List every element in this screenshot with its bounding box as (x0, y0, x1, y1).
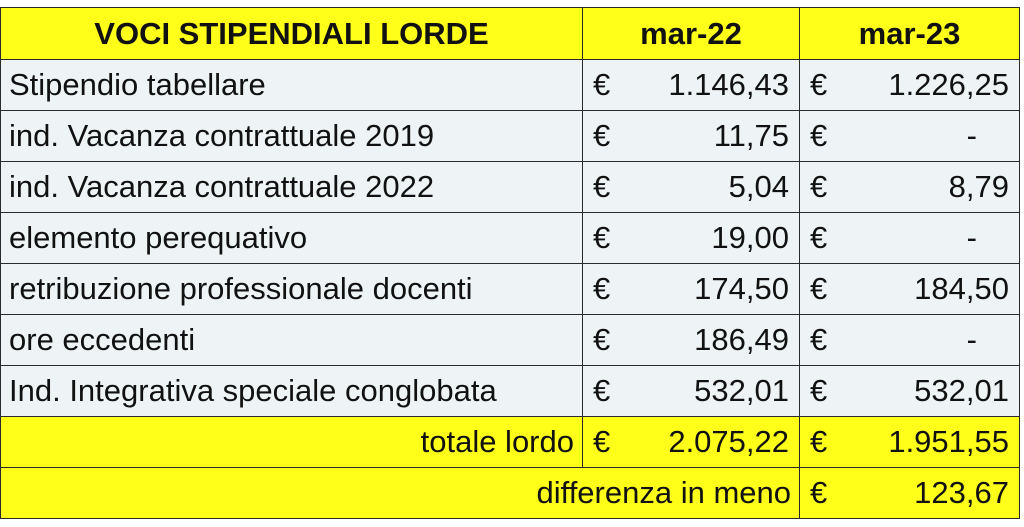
header-row: VOCI STIPENDIALI LORDE mar-22 mar-23 (0, 7, 1020, 60)
cell-mar22: €174,50 (582, 263, 800, 315)
amount: 532,01 (694, 373, 789, 408)
cell-mar23: €532,01 (799, 365, 1020, 417)
row-label: elemento perequativo (0, 212, 583, 264)
currency-symbol: € (593, 118, 611, 153)
currency-symbol: € (810, 475, 828, 510)
row-label: Ind. Integrativa speciale conglobata (0, 365, 583, 417)
cell-mar22: €186,49 (582, 314, 800, 366)
row-label: ind. Vacanza contrattuale 2022 (0, 161, 583, 213)
currency-symbol: € (593, 373, 611, 408)
total-label: totale lordo (0, 416, 583, 468)
total-mar22: €2.075,22 (582, 416, 800, 468)
table-row: ind. Vacanza contrattuale 2022 €5,04 €8,… (0, 161, 1020, 213)
table-row: Ind. Integrativa speciale conglobata €53… (0, 365, 1020, 417)
cell-mar23: €8,79 (799, 161, 1020, 213)
cell-mar22: €19,00 (582, 212, 800, 264)
amount: 5,04 (728, 169, 789, 204)
currency-symbol: € (593, 169, 611, 204)
cell-mar22: €532,01 (582, 365, 800, 417)
amount: 11,75 (713, 118, 789, 153)
difference-value: €123,67 (799, 467, 1020, 519)
table-row: ind. Vacanza contrattuale 2019 €11,75 € - (0, 110, 1020, 162)
amount: 1.951,55 (888, 424, 1009, 459)
cell-mar22: €5,04 (582, 161, 800, 213)
amount: - (966, 118, 977, 153)
row-label: Stipendio tabellare (0, 59, 583, 111)
amount: 8,79 (948, 169, 1009, 204)
currency-symbol: € (593, 67, 611, 102)
currency-symbol: € (810, 118, 828, 153)
table-row: Stipendio tabellare €1.146,43 €1.226,25 (0, 59, 1020, 111)
row-label: ind. Vacanza contrattuale 2019 (0, 110, 583, 162)
salary-comparison-table: VOCI STIPENDIALI LORDE mar-22 mar-23 Sti… (0, 7, 1020, 519)
currency-symbol: € (810, 67, 828, 102)
cell-mar23: €1.226,25 (799, 59, 1020, 111)
header-mar22: mar-22 (582, 7, 800, 60)
cell-mar23: € - (799, 212, 1020, 264)
amount: 174,50 (694, 271, 789, 306)
cell-mar22: €1.146,43 (582, 59, 800, 111)
currency-symbol: € (810, 271, 828, 306)
amount: 186,49 (694, 322, 789, 357)
currency-symbol: € (810, 322, 828, 357)
amount: 532,01 (914, 373, 1009, 408)
header-mar23: mar-23 (799, 7, 1020, 60)
table-row: ore eccedenti €186,49 € - (0, 314, 1020, 366)
currency-symbol: € (810, 424, 828, 459)
cell-mar23: € - (799, 314, 1020, 366)
amount: 1.146,43 (668, 67, 789, 102)
amount: 2.075,22 (668, 424, 789, 459)
row-label: retribuzione professionale docenti (0, 263, 583, 315)
difference-label: differenza in meno (0, 467, 800, 519)
header-label: VOCI STIPENDIALI LORDE (0, 7, 583, 60)
cell-mar23: €184,50 (799, 263, 1020, 315)
amount: 184,50 (914, 271, 1009, 306)
currency-symbol: € (810, 220, 828, 255)
total-row: totale lordo €2.075,22 €1.951,55 (0, 416, 1020, 468)
currency-symbol: € (593, 271, 611, 306)
amount: 1.226,25 (888, 67, 1009, 102)
currency-symbol: € (593, 220, 611, 255)
total-mar23: €1.951,55 (799, 416, 1020, 468)
amount: - (966, 220, 977, 255)
currency-symbol: € (593, 322, 611, 357)
cell-mar23: € - (799, 110, 1020, 162)
amount: 123,67 (914, 475, 1009, 510)
currency-symbol: € (810, 373, 828, 408)
row-label: ore eccedenti (0, 314, 583, 366)
currency-symbol: € (810, 169, 828, 204)
table-row: elemento perequativo €19,00 € - (0, 212, 1020, 264)
table-row: retribuzione professionale docenti €174,… (0, 263, 1020, 315)
amount: 19,00 (711, 220, 789, 255)
amount: - (966, 322, 977, 357)
cell-mar22: €11,75 (582, 110, 800, 162)
difference-row: differenza in meno €123,67 (0, 467, 1020, 519)
currency-symbol: € (593, 424, 611, 459)
